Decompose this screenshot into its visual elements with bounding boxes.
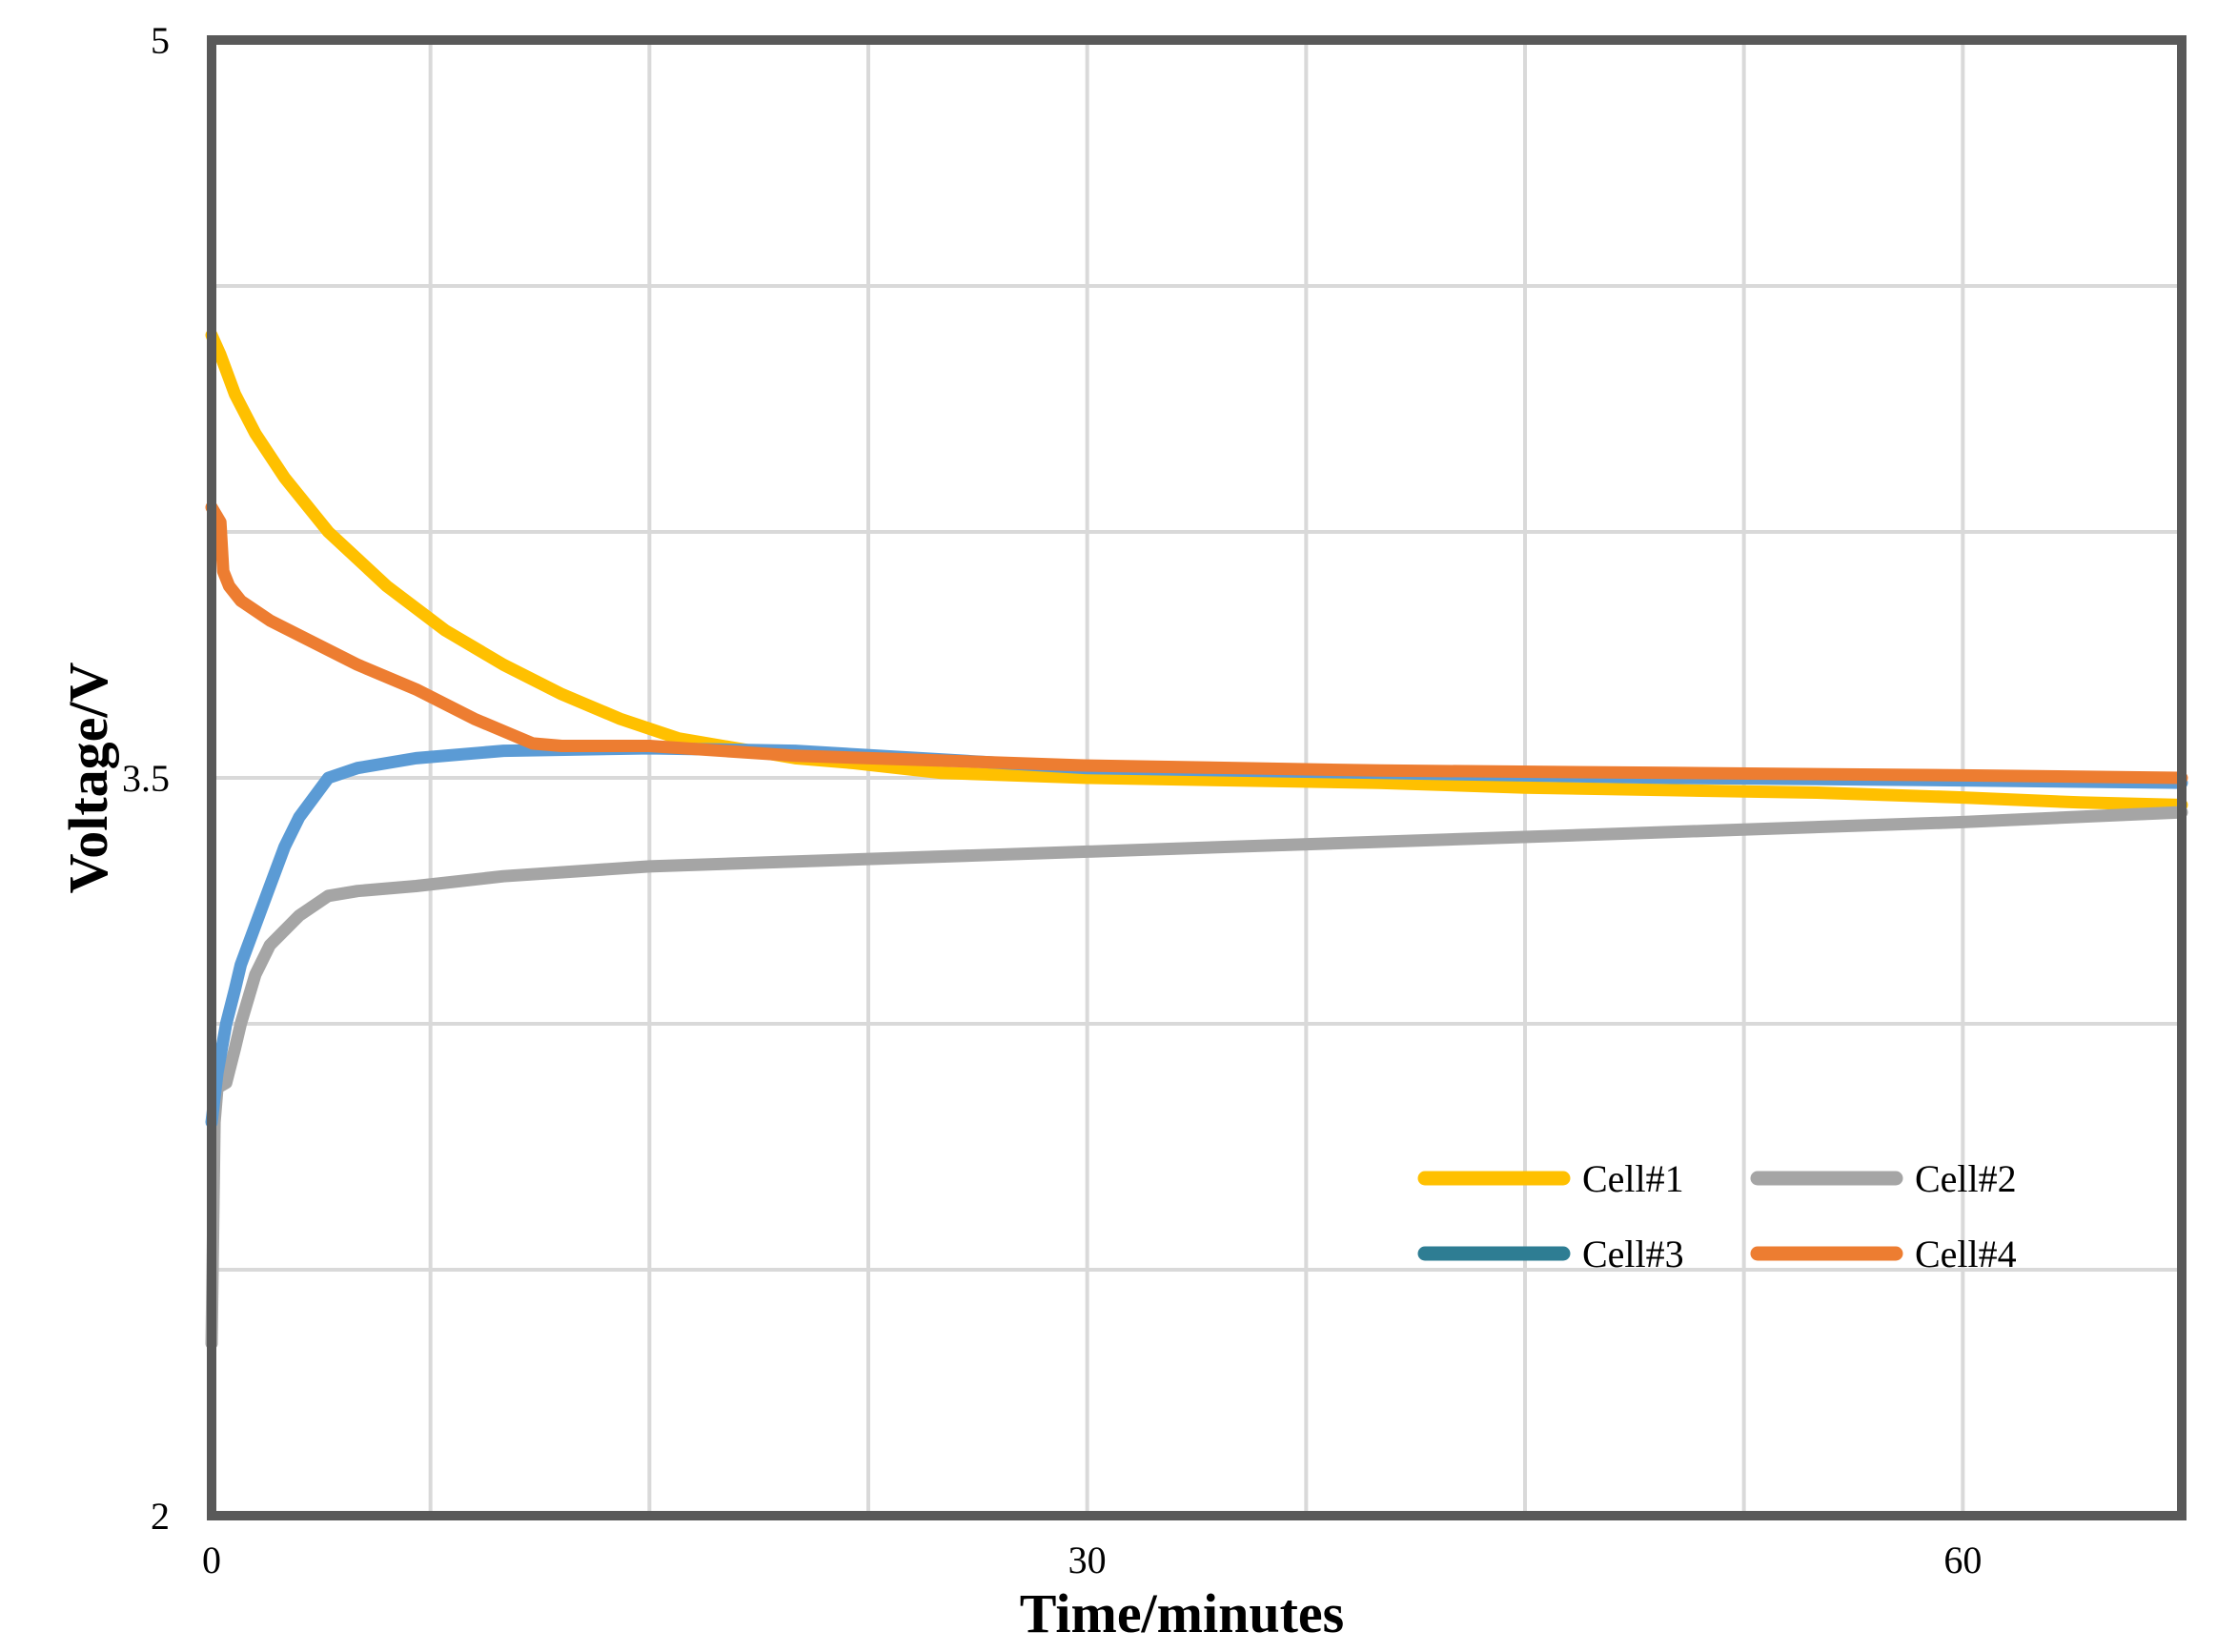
legend: Cell#1 Cell#2 Cell#3 Cell#4 <box>1417 1157 2017 1275</box>
legend-label-cell4: Cell#4 <box>1915 1233 2017 1275</box>
y-tick-label: 3.5 <box>122 757 170 800</box>
y-tick-labels: 23.55 <box>122 19 170 1538</box>
x-tick-label: 60 <box>1943 1539 1982 1581</box>
x-tick-labels: 0 30 60 <box>202 1539 1982 1581</box>
series-line-cell2 <box>205 806 2188 1350</box>
y-axis-title: Voltage/V <box>57 663 119 894</box>
x-tick-label: 30 <box>1068 1539 1107 1581</box>
legend-label-cell1: Cell#1 <box>1582 1157 1684 1200</box>
plot-area-border <box>207 35 2186 1520</box>
series-line-cell4 <box>205 500 2188 785</box>
legend-label-cell2: Cell#2 <box>1915 1157 2017 1200</box>
x-tick-label: 0 <box>202 1539 221 1581</box>
y-tick-label: 5 <box>151 19 170 62</box>
series-lines <box>205 329 2188 1350</box>
legend-label-cell3: Cell#3 <box>1582 1233 1684 1275</box>
x-axis-title: Time/minutes <box>1020 1582 1345 1644</box>
y-tick-label: 2 <box>151 1495 170 1538</box>
